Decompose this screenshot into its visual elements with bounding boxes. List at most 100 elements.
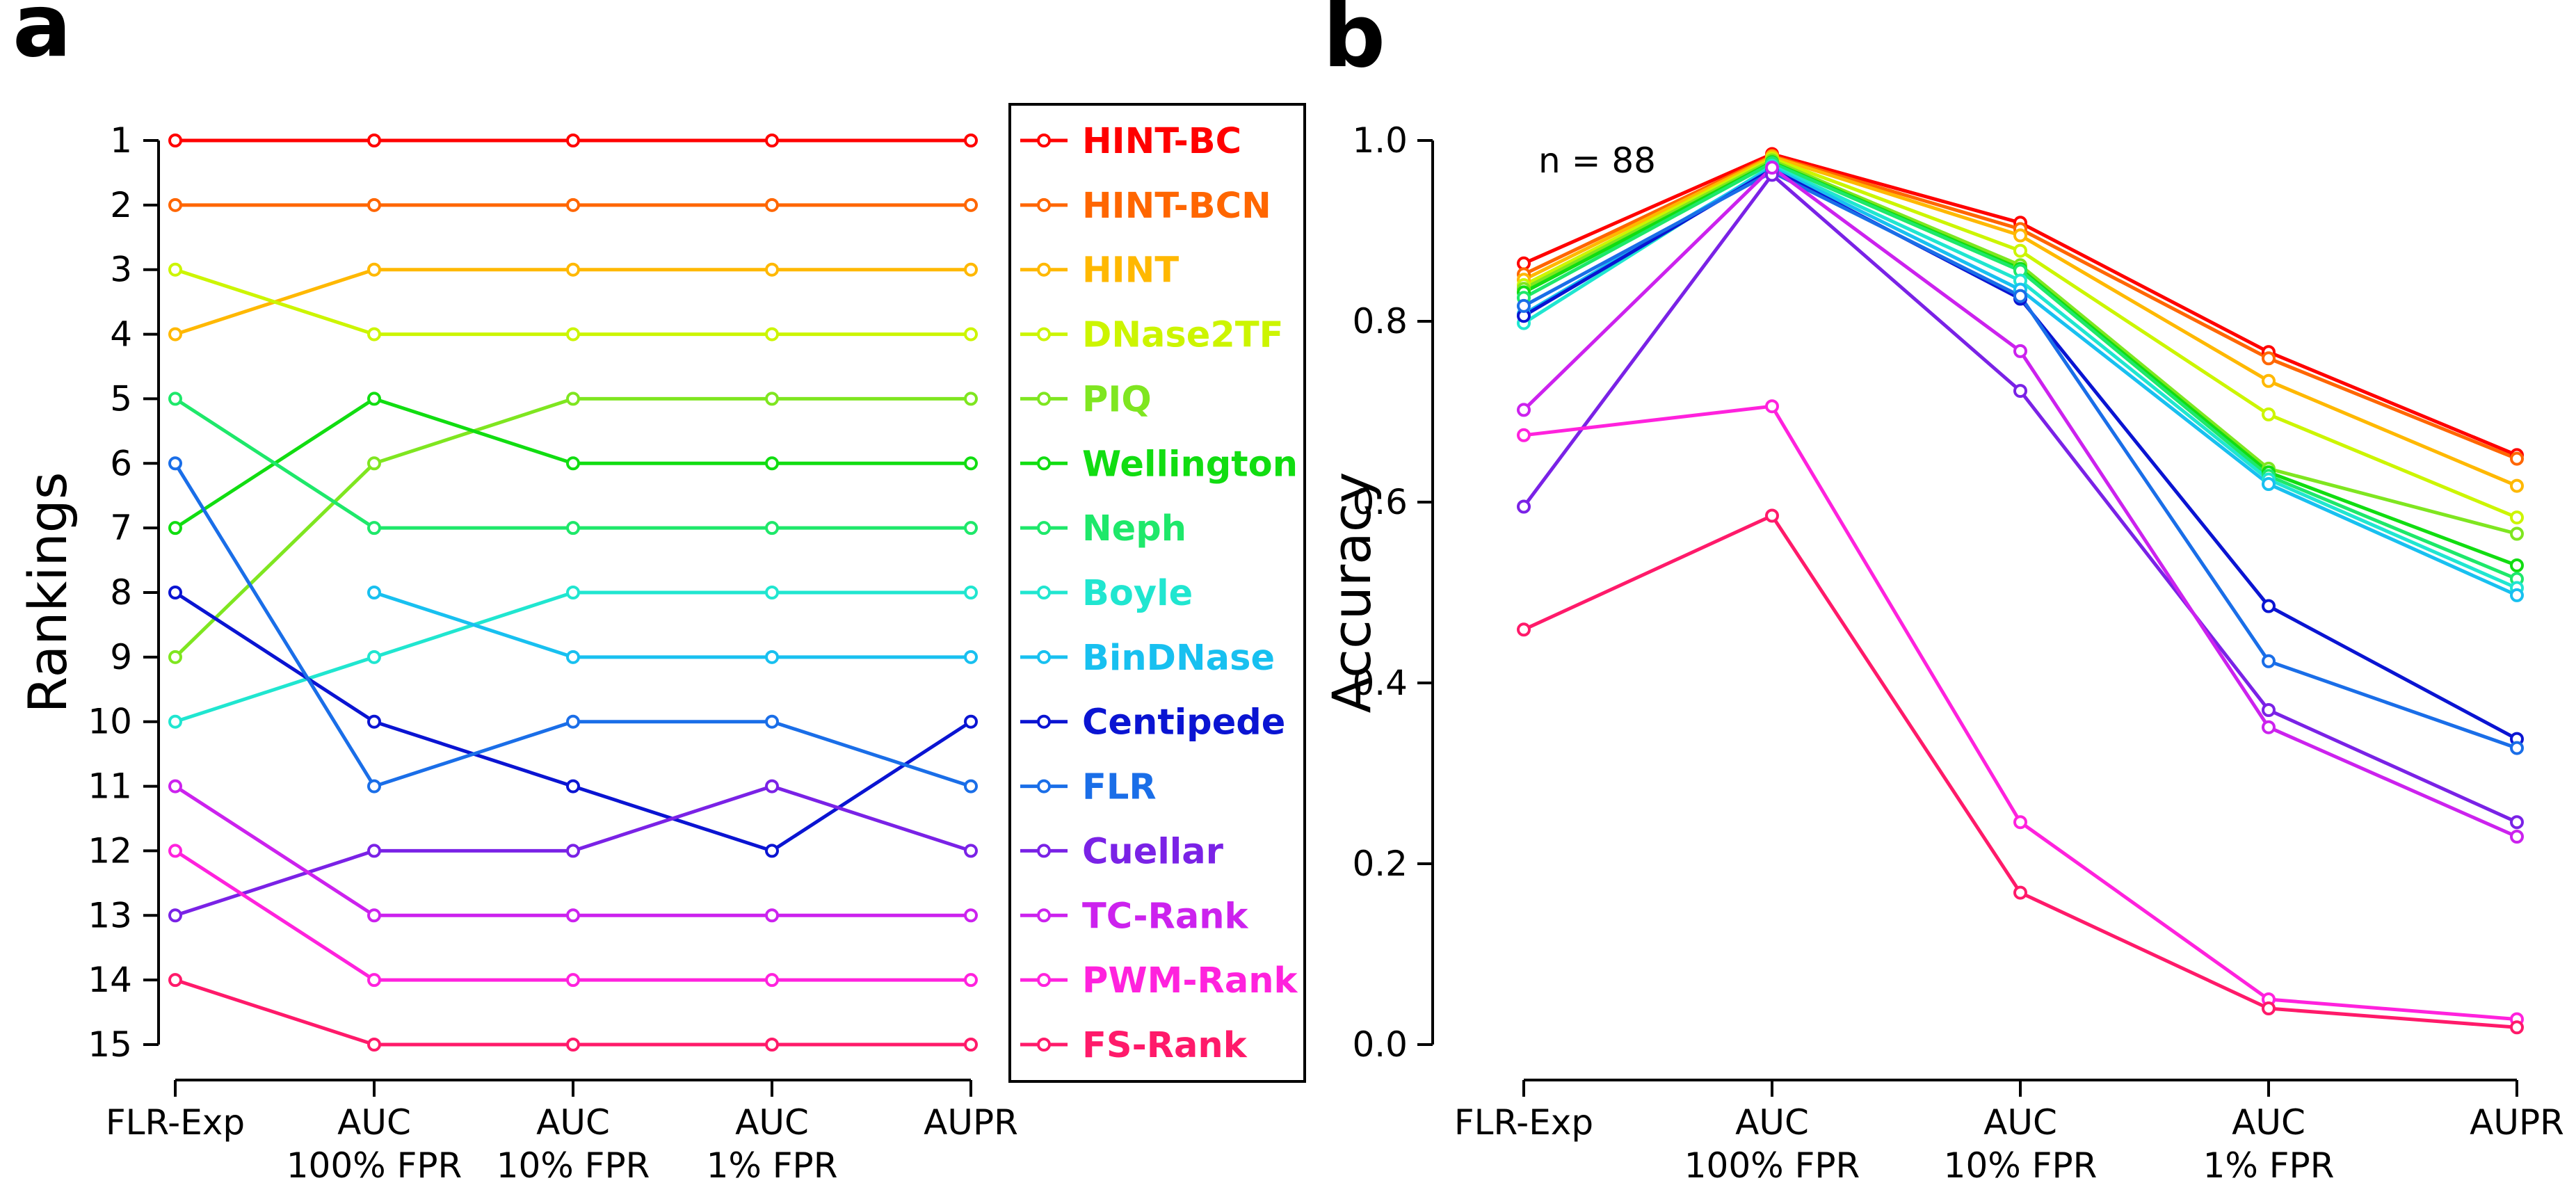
legend-marker-wellington — [1037, 456, 1051, 471]
series-line-flr — [173, 462, 972, 789]
point-centipede — [765, 844, 779, 858]
y-tick-label: 1 — [110, 120, 132, 161]
legend-label-tc-rank: TC-Rank — [1082, 896, 1249, 937]
legend-marker-fs-rank — [1037, 1038, 1051, 1052]
legend-marker-hint — [1037, 262, 1051, 277]
point-dnase2tf — [2262, 407, 2276, 421]
point-hint — [168, 327, 182, 341]
y-tick-label: 0.0 — [1352, 1024, 1408, 1065]
legend-marker-boyle — [1037, 586, 1051, 599]
legend-marker-pwm-rank — [1037, 973, 1051, 988]
y-tick-label: 11 — [88, 766, 132, 807]
legend-marker-flr — [1037, 779, 1051, 794]
point-bindnase — [2510, 588, 2524, 602]
point-tc-rank — [367, 908, 381, 923]
point-tc-rank — [1765, 161, 1779, 175]
point-neph — [765, 521, 779, 535]
legend-label-flr: FLR — [1082, 767, 1157, 808]
point-dnase2tf — [2510, 510, 2524, 525]
point-piq — [964, 392, 978, 406]
y-tick-label: 2 — [110, 185, 132, 225]
point-neph — [964, 521, 978, 535]
point-hint-bc — [367, 134, 381, 147]
x-tick-label-aupr: AUPR — [2470, 1102, 2564, 1143]
point-wellington — [168, 521, 182, 535]
point-flr — [2013, 289, 2027, 303]
y-tick-label: 0.2 — [1352, 844, 1408, 884]
point-hint — [964, 262, 978, 277]
legend-label-neph: Neph — [1082, 508, 1186, 549]
point-hint-bc — [765, 134, 779, 147]
point-piq — [168, 650, 182, 664]
y-tick-label: 10 — [88, 702, 132, 742]
point-boyle — [964, 586, 978, 599]
point-hint — [765, 262, 779, 277]
point-hint-bc — [964, 134, 978, 147]
point-flr — [964, 779, 978, 794]
point-boyle — [566, 586, 580, 599]
point-flr — [2510, 741, 2524, 755]
y-tick-label: 5 — [110, 378, 132, 419]
x-tick-label-auc-10-fpr: AUC 10% FPR — [1944, 1102, 2098, 1186]
point-boyle — [765, 586, 779, 599]
point-boyle — [168, 714, 182, 729]
point-cuellar — [168, 908, 182, 923]
point-pwm-rank — [765, 973, 779, 988]
y-tick-label: 9 — [110, 637, 132, 677]
x-tick-label-auc-10-fpr: AUC 10% FPR — [497, 1102, 650, 1186]
point-tc-rank — [2013, 344, 2027, 358]
point-cuellar — [367, 844, 381, 858]
legend-label-fs-rank: FS-Rank — [1082, 1025, 1248, 1066]
point-fs-rank — [2013, 885, 2027, 900]
accuracy-chart: Accuracy n = 88 0.0 0.2 0.4 0.6 0.8 1.0 FLR-E… — [1321, 120, 2564, 1186]
legend-box — [1008, 103, 1306, 1083]
legend-label-hint-bc: HINT-BC — [1082, 121, 1241, 162]
point-fs-rank — [2510, 1020, 2524, 1035]
point-piq — [765, 392, 779, 406]
point-piq — [566, 392, 580, 406]
point-boyle — [367, 650, 381, 664]
y-tick-label: 1.0 — [1352, 120, 1408, 161]
series-line-dnase2tf — [175, 268, 971, 337]
series-line-hint — [1522, 154, 2518, 488]
point-flr — [168, 456, 182, 471]
point-centipede — [2262, 599, 2276, 613]
sample-size-annotation: n = 88 — [1538, 140, 1656, 181]
point-piq — [2510, 526, 2524, 541]
y-tick-label: 6 — [110, 443, 132, 483]
point-tc-rank — [168, 779, 182, 794]
point-hint-bcn — [2262, 351, 2276, 366]
point-hint — [2013, 228, 2027, 243]
point-bindnase — [765, 650, 779, 664]
point-fs-rank — [1765, 508, 1779, 523]
point-pwm-rank — [964, 973, 978, 988]
point-bindnase — [964, 650, 978, 664]
point-wellington — [765, 456, 779, 471]
y-tick-label: 4 — [110, 314, 132, 355]
point-neph — [168, 392, 182, 406]
point-centipede — [964, 714, 978, 729]
point-cuellar — [1517, 499, 1531, 514]
point-hint-bcn — [367, 198, 381, 212]
legend-label-hint-bcn: HINT-BCN — [1082, 186, 1271, 227]
point-bindnase — [566, 650, 580, 664]
y-tick-label: 0.8 — [1352, 301, 1408, 341]
legend-label-dnase2tf: DNase2TF — [1082, 315, 1284, 356]
point-pwm-rank — [1765, 399, 1779, 414]
point-pwm-rank — [367, 973, 381, 988]
series-line-hint — [175, 268, 971, 336]
point-fs-rank — [168, 973, 182, 988]
point-wellington — [2510, 558, 2524, 572]
point-wellington — [566, 456, 580, 471]
y-tick-label: 0.4 — [1352, 663, 1408, 703]
point-bindnase — [2262, 477, 2276, 491]
point-dnase2tf — [964, 327, 978, 341]
y-tick-label: 13 — [88, 895, 132, 935]
point-hint-bcn — [2510, 451, 2524, 466]
y-tick-label: 8 — [110, 572, 132, 613]
y-tick-label: 12 — [88, 830, 132, 871]
legend-label-piq: PIQ — [1082, 379, 1152, 420]
point-flr — [765, 714, 779, 729]
legend-marker-tc-rank — [1037, 908, 1051, 923]
